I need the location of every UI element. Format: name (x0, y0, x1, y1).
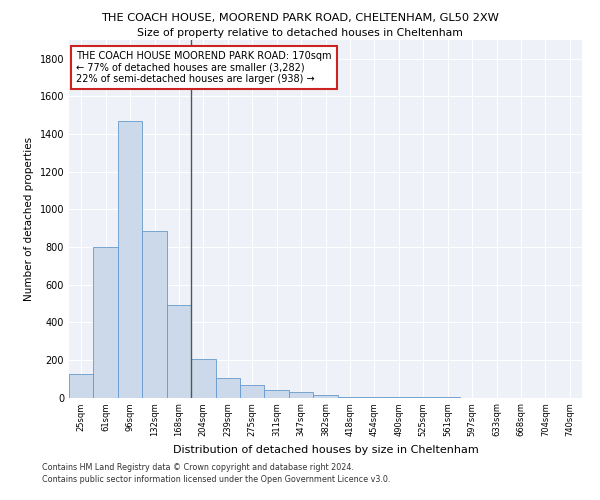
Bar (167, 306, 191, 398)
Bar (69, 374, 94, 398)
Bar (240, 386, 265, 398)
Bar (215, 378, 240, 398)
Y-axis label: Number of detached properties: Number of detached properties (24, 136, 34, 301)
Bar (289, 392, 313, 398)
Bar (191, 359, 215, 398)
Text: THE COACH HOUSE, MOOREND PARK ROAD, CHELTENHAM, GL50 2XW: THE COACH HOUSE, MOOREND PARK ROAD, CHEL… (101, 12, 499, 22)
Text: Contains HM Land Registry data © Crown copyright and database right 2024.: Contains HM Land Registry data © Crown c… (42, 462, 354, 471)
Bar (265, 390, 289, 398)
Text: THE COACH HOUSE MOOREND PARK ROAD: 170sqm
← 77% of detached houses are smaller (: THE COACH HOUSE MOOREND PARK ROAD: 170sq… (76, 52, 332, 84)
Bar (118, 121, 142, 398)
X-axis label: Distribution of detached houses by size in Cheltenham: Distribution of detached houses by size … (173, 444, 478, 454)
Bar (142, 231, 167, 398)
Text: Contains public sector information licensed under the Open Government Licence v3: Contains public sector information licen… (42, 475, 391, 484)
Text: Size of property relative to detached houses in Cheltenham: Size of property relative to detached ho… (137, 28, 463, 38)
Bar (94, 247, 118, 398)
Bar (313, 394, 338, 398)
